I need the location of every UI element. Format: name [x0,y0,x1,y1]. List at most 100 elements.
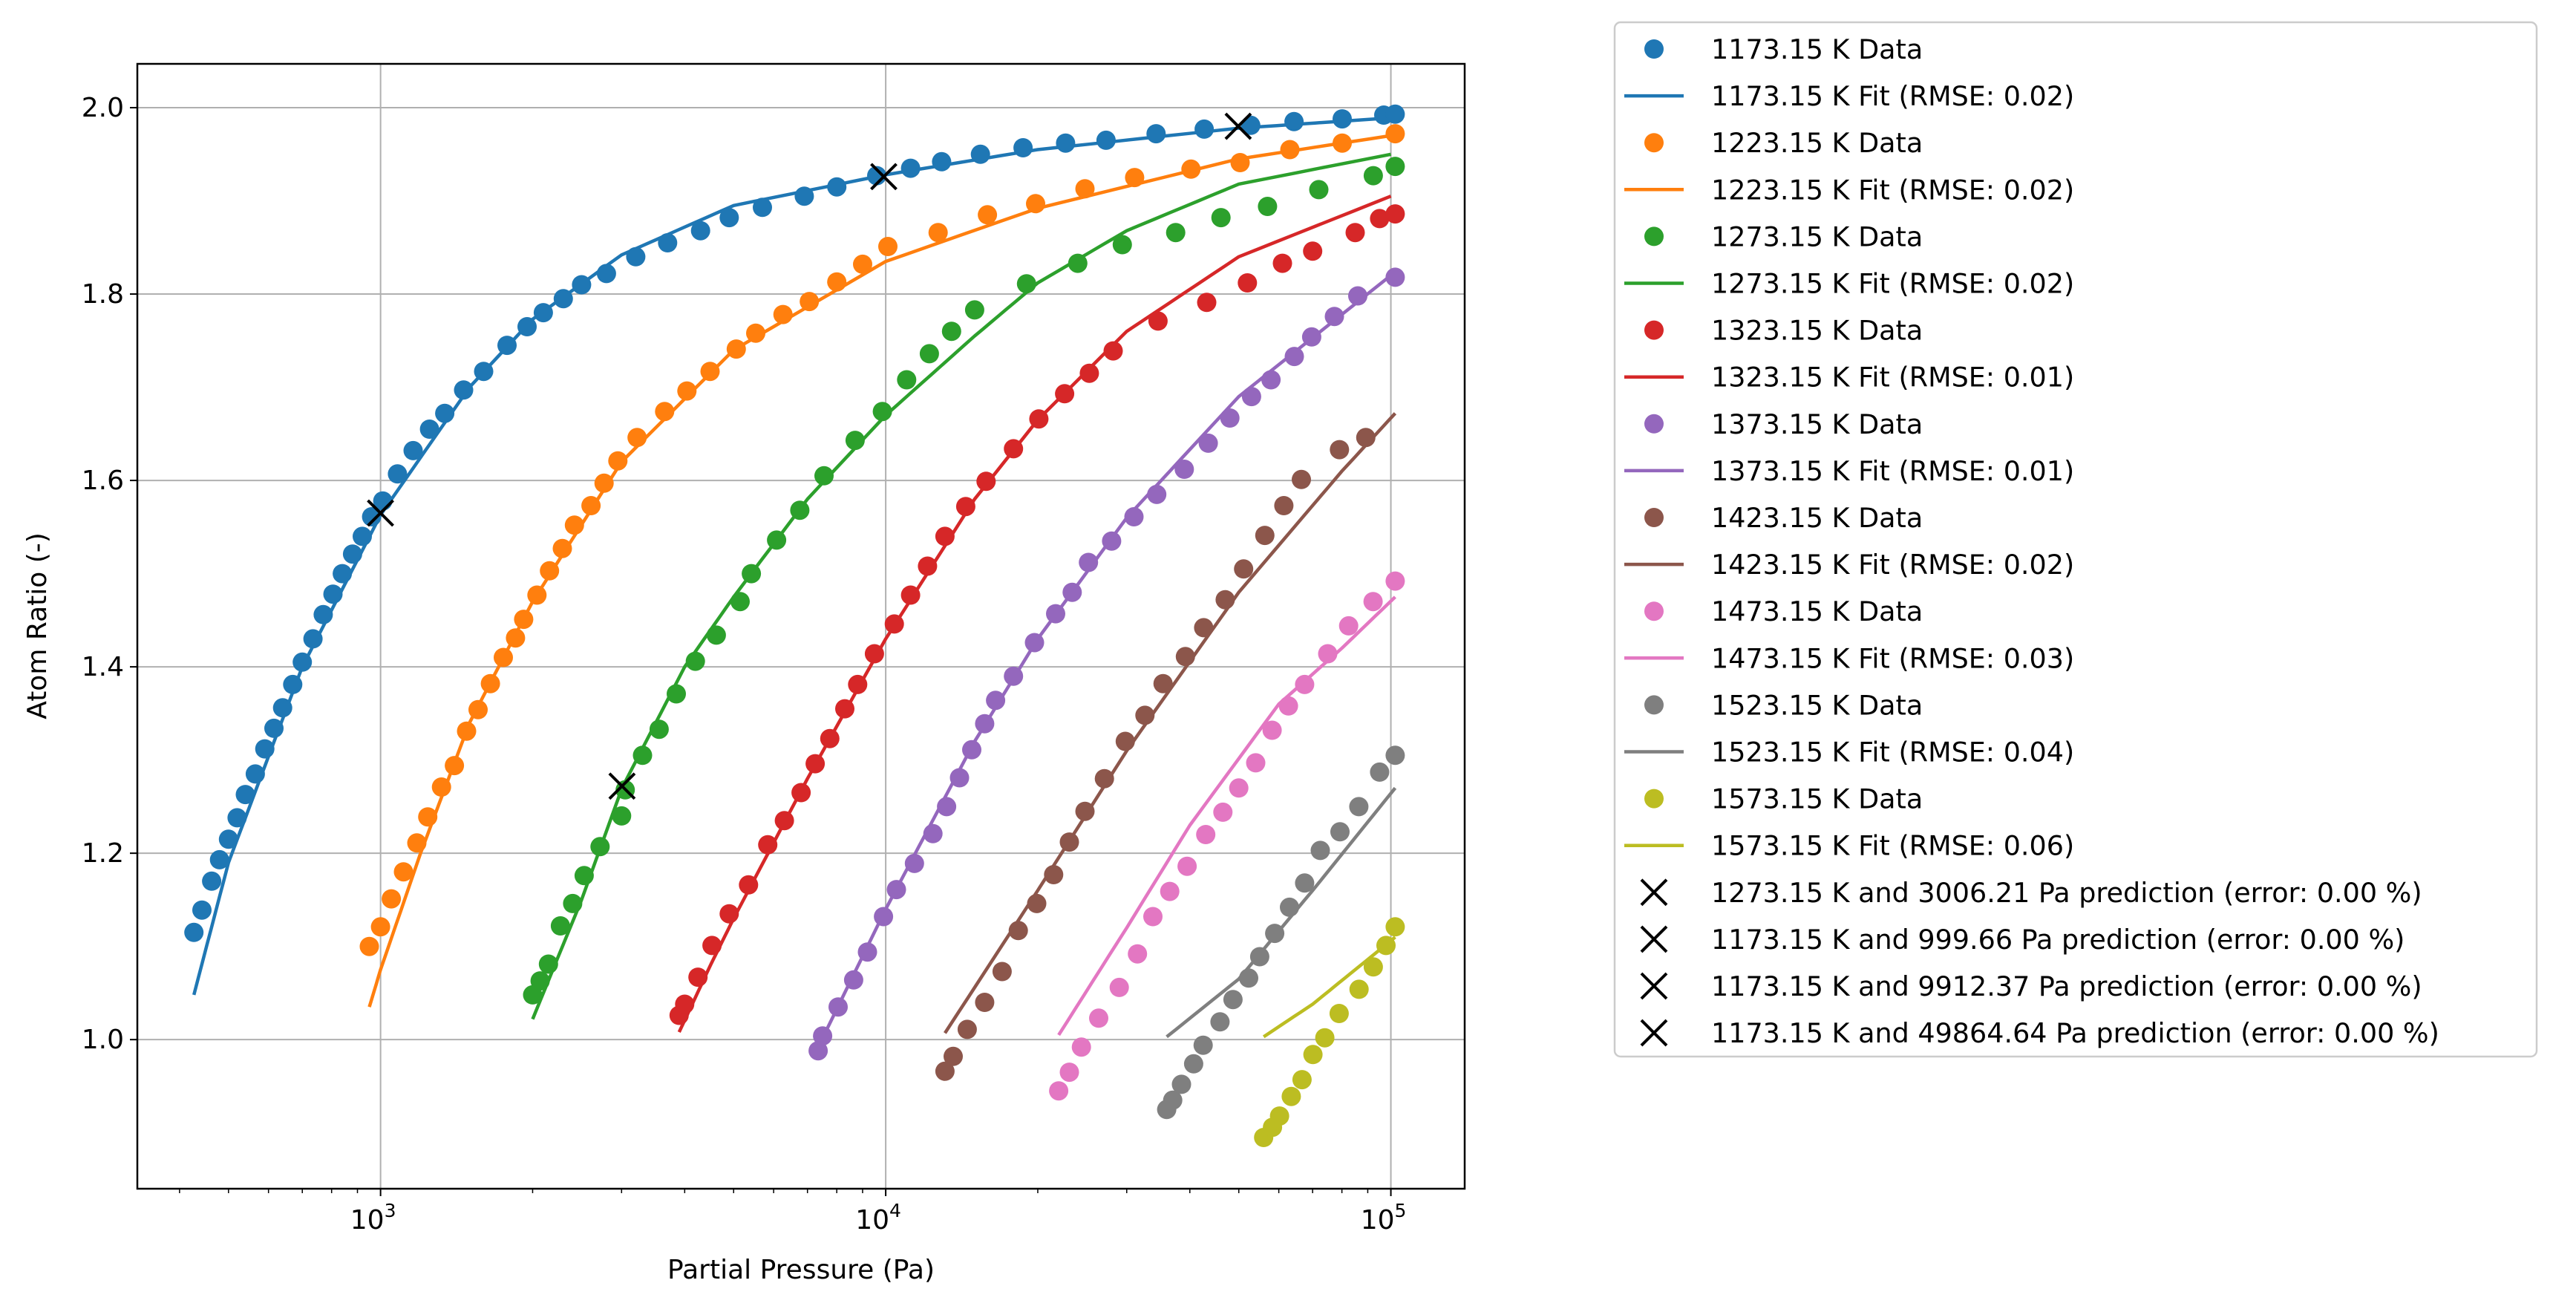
legend-label: 1373.15 K Fit (RMSE: 0.01) [1711,455,2074,487]
data-point [494,647,513,667]
prediction-stroke [367,499,394,527]
legend-label: 1323.15 K Fit (RMSE: 0.01) [1711,362,2074,394]
data-point [700,362,720,382]
data-point [1249,947,1269,967]
data-point [919,344,939,364]
data-point [527,585,547,605]
legend-marker-dot [1644,226,1664,247]
data-points [184,104,1405,1147]
legend-marker-dot [1644,695,1664,715]
data-point [800,292,820,312]
data-point [928,223,948,243]
legend-x-stroke [1640,1019,1668,1047]
legend-marker-dot [1644,601,1664,621]
data-point [1255,526,1275,546]
prediction-stroke [1224,112,1252,140]
data-point [706,625,726,645]
data-point [1089,1008,1108,1028]
data-point [333,564,353,584]
data-point [1193,1035,1213,1055]
data-point [1068,253,1088,273]
data-point [1238,273,1258,293]
data-point [1229,778,1249,798]
data-point [827,177,847,197]
data-point [1345,223,1365,243]
data-point [1027,893,1047,913]
data-point [626,247,646,267]
data-point [932,151,952,172]
data-point [1181,159,1201,179]
data-point [218,829,238,849]
data-point [1079,552,1099,572]
data-point [550,916,570,936]
data-point [1272,253,1292,273]
data-point [688,967,708,988]
data-point [506,628,526,648]
data-point [342,544,362,564]
legend-label: 1473.15 K Fit (RMSE: 0.03) [1711,642,2074,674]
data-point [574,866,594,886]
data-point [719,904,739,924]
data-point [746,323,765,343]
data-point [814,466,834,486]
data-point [658,233,678,252]
data-point [719,208,739,228]
data-point [292,652,313,672]
data-point [886,880,906,900]
data-point [1056,133,1076,153]
data-point [1147,484,1167,504]
data-point [1223,990,1243,1010]
data-point [454,380,474,400]
legend-label: 1423.15 K Fit (RMSE: 0.02) [1711,549,2074,581]
data-point [1177,856,1197,876]
data-point [1356,428,1376,448]
data-point [1333,133,1352,153]
data-point [1197,293,1217,313]
data-point [632,745,653,766]
data-point [474,362,494,382]
data-point [1385,204,1405,224]
data-point [1013,138,1033,157]
data-point [794,186,814,206]
data-point [1213,802,1233,822]
data-point [202,871,222,891]
data-point [1124,507,1144,526]
data-point [1029,409,1049,429]
x-tick-label: 104 [855,1200,901,1235]
data-point [403,440,423,460]
data-point [976,471,996,492]
data-point [431,777,451,797]
data-point [1363,592,1383,612]
data-point [468,699,488,719]
data-point [353,526,372,546]
data-point [1234,559,1254,579]
legend-marker-dot [1644,508,1664,527]
data-point [480,673,500,693]
data-point [514,610,534,630]
data-point [1046,604,1065,624]
data-point [970,144,990,164]
data-point [407,833,427,853]
data-point [1071,1037,1091,1057]
data-point [1153,673,1173,693]
data-point [1230,153,1250,172]
data-point [1301,327,1321,347]
legend-frame [1613,21,2538,1058]
legend-marker-x [1640,972,1668,1000]
y-tick-label: 1.0 [82,1025,124,1055]
data-point [904,853,924,873]
data-point [992,962,1012,982]
data-point [813,1026,833,1046]
data-point [742,564,762,584]
data-point [975,993,995,1012]
data-point [445,756,465,776]
data-point [1194,618,1214,638]
data-point [382,889,402,909]
legend-label: 1223.15 K Fit (RMSE: 0.02) [1711,174,2074,206]
data-point [538,954,558,974]
legend-label: 1423.15 K Data [1711,502,1923,534]
data-point [872,402,892,422]
data-point [1143,907,1163,927]
data-point [739,875,759,895]
